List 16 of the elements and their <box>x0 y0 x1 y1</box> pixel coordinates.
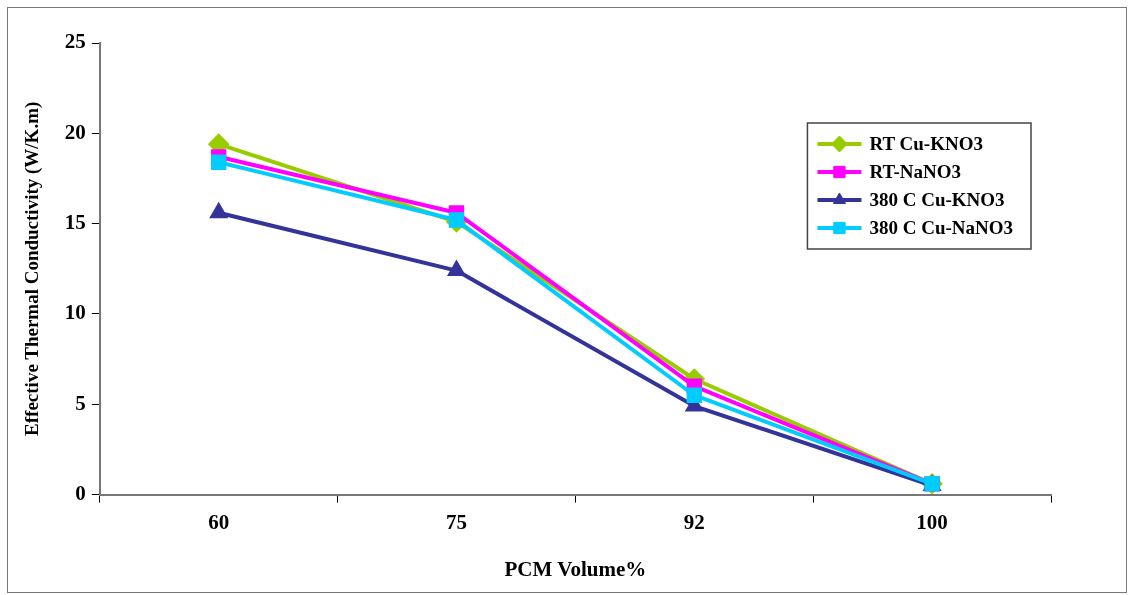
x-axis-title: PCM Volume% <box>504 556 647 581</box>
legend-label: 380 C Cu-KNO3 <box>869 188 1005 210</box>
y-tick-label: 5 <box>75 390 86 415</box>
x-tick-label: 60 <box>208 509 230 534</box>
x-tick-label: 75 <box>446 509 467 534</box>
legend-label: RT Cu-KNO3 <box>869 132 983 154</box>
y-tick-label: 15 <box>64 210 86 235</box>
x-tick-label: 92 <box>683 509 705 534</box>
legend-label: RT-NaNO3 <box>869 160 961 182</box>
y-axis-title: Effective Thermal Conductivity (W/K.m) <box>21 101 44 436</box>
y-tick-label: 25 <box>64 29 86 54</box>
x-tick-label: 100 <box>916 509 948 534</box>
y-tick-label: 20 <box>64 119 86 144</box>
legend-label: 380 C Cu-NaNO3 <box>869 216 1013 238</box>
y-tick-label: 10 <box>64 300 86 325</box>
y-tick-label: 0 <box>75 481 86 506</box>
